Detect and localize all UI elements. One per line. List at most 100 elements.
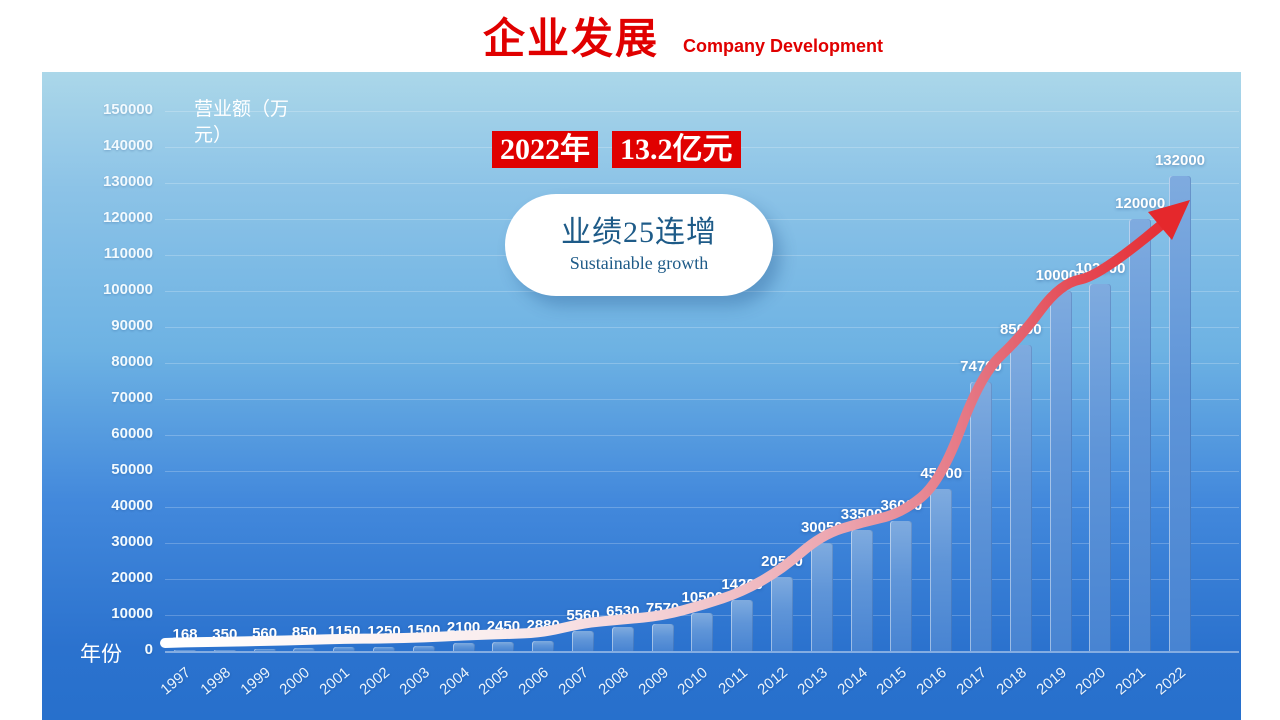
bar-value-2015: 36000 bbox=[880, 497, 923, 515]
y-tick-label: 60000 bbox=[111, 425, 153, 442]
x-tick-2014: 2014 bbox=[834, 664, 871, 699]
bar-2003 bbox=[412, 645, 435, 651]
bar-2022 bbox=[1169, 175, 1191, 651]
x-tick-2018: 2018 bbox=[993, 664, 1030, 699]
gridline bbox=[165, 543, 1239, 544]
bar-2006 bbox=[532, 640, 555, 651]
page-title: 企业发展 bbox=[483, 15, 660, 62]
x-tick-2002: 2002 bbox=[356, 664, 393, 699]
bar-2010 bbox=[691, 613, 714, 651]
bar-1999 bbox=[253, 648, 276, 651]
y-axis-title-line1: 营业额（万 bbox=[194, 99, 290, 120]
x-tick-2015: 2015 bbox=[873, 664, 911, 699]
bar-2021 bbox=[1129, 219, 1152, 651]
bar-2018 bbox=[1009, 345, 1032, 651]
x-tick-1999: 1999 bbox=[237, 664, 274, 699]
gridline bbox=[165, 435, 1239, 436]
x-tick-2003: 2003 bbox=[396, 664, 433, 699]
x-tick-1998: 1998 bbox=[197, 664, 234, 699]
gridline bbox=[165, 507, 1239, 508]
x-tick-2009: 2009 bbox=[635, 664, 672, 699]
x-tick-2010: 2010 bbox=[674, 664, 712, 699]
bar-value-2022: 132000 bbox=[1154, 151, 1206, 169]
y-tick-label: 150000 bbox=[102, 101, 153, 118]
growth-bubble: 业绩25连增 Sustainable growth bbox=[505, 194, 773, 296]
y-tick-label: 0 bbox=[144, 641, 153, 658]
chart-area: 营业额（万 元） 年份 0 10000 20000 30000 40000 50000 60… bbox=[42, 72, 1241, 720]
x-tick-2016: 2016 bbox=[913, 664, 951, 699]
x-tick-2005: 2005 bbox=[475, 664, 513, 699]
bar-2005 bbox=[492, 642, 515, 651]
x-axis-title: 年份 bbox=[80, 643, 122, 666]
bar-2002 bbox=[373, 646, 395, 651]
bar-2019 bbox=[1049, 291, 1072, 651]
y-tick-label: 140000 bbox=[102, 137, 153, 154]
growth-bubble-title: 业绩25连增 bbox=[561, 216, 717, 249]
y-tick-label: 110000 bbox=[103, 245, 153, 262]
bar-value-2018: 85000 bbox=[999, 321, 1042, 338]
bar-2007 bbox=[572, 630, 594, 651]
gridline bbox=[165, 327, 1239, 328]
gridline bbox=[165, 651, 1239, 653]
gridline bbox=[165, 111, 1239, 112]
y-tick-label: 120000 bbox=[102, 209, 153, 226]
bar-2009 bbox=[651, 623, 674, 651]
x-tick-2012: 2012 bbox=[754, 664, 791, 699]
y-tick-label: 50000 bbox=[111, 461, 153, 478]
y-axis-title: 营业额（万 元） bbox=[194, 97, 312, 149]
bar-1998 bbox=[213, 649, 236, 651]
y-tick-label: 30000 bbox=[111, 533, 153, 550]
y-tick-label: 10000 bbox=[111, 605, 153, 622]
gridline bbox=[165, 471, 1239, 472]
y-tick-label: 20000 bbox=[111, 569, 153, 586]
bar-2004 bbox=[452, 643, 475, 651]
x-tick-2017: 2017 bbox=[953, 664, 990, 699]
bar-value-2011: 14200 bbox=[721, 575, 764, 593]
bar-value-2020: 102000 bbox=[1075, 259, 1126, 277]
bar-2015 bbox=[890, 521, 913, 651]
y-tick-label: 130000 bbox=[102, 173, 153, 190]
x-tick-2000: 2000 bbox=[276, 664, 314, 699]
bar-value-2016: 45000 bbox=[920, 465, 963, 482]
growth-bubble-subtitle: Sustainable growth bbox=[569, 253, 709, 273]
bar-2001 bbox=[333, 646, 356, 651]
highlight-callout: 2022年 13.2亿元 bbox=[492, 131, 741, 168]
value-badge: 13.2亿元 bbox=[612, 131, 741, 168]
x-tick-1997: 1997 bbox=[157, 664, 194, 699]
bar-2008 bbox=[611, 627, 634, 651]
y-axis-title-line2: 元） bbox=[194, 125, 233, 146]
y-tick-label: 70000 bbox=[111, 389, 153, 406]
bar-2014 bbox=[850, 530, 873, 651]
bar-2016 bbox=[930, 489, 953, 651]
x-tick-2021: 2021 bbox=[1112, 664, 1150, 699]
bar-2017 bbox=[970, 382, 992, 651]
gridline bbox=[165, 579, 1239, 580]
page-subtitle: Company Development bbox=[683, 36, 884, 56]
bar-value-2012: 20500 bbox=[761, 553, 803, 571]
x-tick-2001: 2001 bbox=[316, 664, 354, 699]
bar-2000 bbox=[293, 647, 316, 651]
bar-value-2021: 120000 bbox=[1115, 195, 1166, 212]
bar-2013 bbox=[810, 542, 833, 651]
y-tick-label: 90000 bbox=[111, 317, 153, 334]
x-tick-2020: 2020 bbox=[1072, 664, 1110, 699]
bar-2020 bbox=[1089, 283, 1112, 651]
x-tick-2006: 2006 bbox=[515, 664, 553, 699]
x-tick-2011: 2011 bbox=[715, 664, 752, 698]
x-tick-2004: 2004 bbox=[436, 664, 473, 699]
bar-2011 bbox=[731, 599, 754, 651]
year-badge: 2022年 bbox=[492, 131, 598, 168]
x-tick-2007: 2007 bbox=[555, 664, 592, 699]
gridline bbox=[165, 183, 1239, 184]
x-tick-2008: 2008 bbox=[595, 664, 632, 699]
y-tick-label: 80000 bbox=[111, 353, 153, 370]
y-tick-label: 100000 bbox=[102, 281, 153, 298]
gridline bbox=[165, 399, 1239, 400]
bar-1997 bbox=[174, 649, 196, 651]
x-tick-2013: 2013 bbox=[794, 664, 831, 699]
x-tick-2019: 2019 bbox=[1033, 664, 1070, 699]
y-tick-label: 40000 bbox=[111, 497, 153, 514]
bar-value-2017: 74700 bbox=[960, 358, 1002, 376]
bar-2012 bbox=[771, 577, 793, 651]
